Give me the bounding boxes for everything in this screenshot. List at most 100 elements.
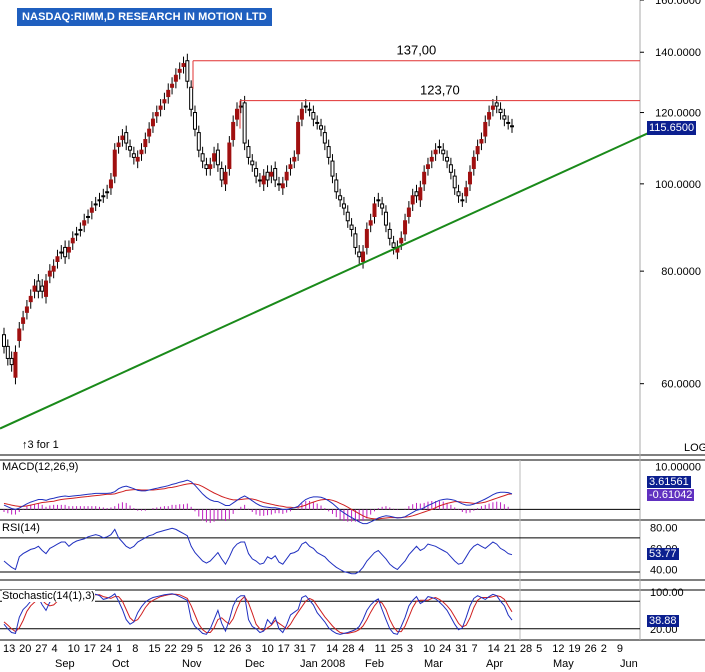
candle-body [326,146,331,158]
candle-body [116,142,121,148]
candle-body [131,153,136,158]
date-tick-label: 22 [165,643,177,655]
month-label: Mar [424,658,443,670]
candle-body [105,191,110,194]
date-tick-label: 17 [278,643,290,655]
date-tick-label: 27 [35,643,47,655]
date-tick-label: 28 [520,643,532,655]
candle-body [173,74,178,82]
log-scale-label: LOG [684,442,705,454]
candle-body [238,105,243,108]
candle-body [192,112,197,130]
candle-body [296,121,301,155]
candle-body [353,233,358,248]
candle-body [154,112,159,117]
candle-body [246,146,251,158]
candle-body [223,171,228,185]
candle-body [63,246,68,258]
rsi-line [3,527,513,575]
candle-body [483,121,488,137]
date-tick-label: 3 [407,643,413,655]
date-tick-label: 4 [51,643,57,655]
candle-body [319,125,324,130]
candle-body [299,108,304,120]
candle-body [231,121,236,141]
candle-body [250,160,255,166]
candle-body [425,164,430,170]
candle-body [422,171,427,185]
candle-body [40,285,45,292]
rsi-tick-label: 40.00 [650,564,678,576]
candle-body [433,149,438,155]
candle-body [292,156,297,162]
candle-body [242,102,247,144]
candle-body [429,156,434,162]
rsi-value-badge: 53.77 [647,548,679,560]
candle-body [410,195,415,205]
date-tick-label: 19 [568,643,580,655]
date-tick-label: 17 [84,643,96,655]
candle-body [307,108,312,111]
date-tick-label: 13 [3,643,15,655]
date-tick-label: 24 [439,643,451,655]
candle-body [315,121,320,124]
candle-body [445,156,450,162]
candle-body [494,102,499,107]
candle-body [399,237,404,244]
month-label: Oct [112,658,129,670]
candle-body [51,265,56,272]
candle-body [204,164,209,170]
candle-body [254,168,259,177]
date-tick-label: 14 [488,643,500,655]
rsi-label: RSI(14) [2,522,40,534]
price-candles [2,53,514,385]
date-tick-label: 1 [116,643,122,655]
candle-body [212,153,217,162]
grid-layer [0,0,705,641]
level-label: 137,00 [397,43,437,58]
candle-body [341,203,346,209]
candle-body [506,121,511,124]
date-tick-label: 15 [148,643,160,655]
date-tick-label: 24 [100,643,112,655]
support-trendline [0,131,651,430]
candle-body [345,211,350,222]
candle-body [17,328,22,342]
candle-body [357,251,362,258]
date-tick-label: 28 [342,643,354,655]
date-tick-label: 14 [326,643,338,655]
candle-body [471,156,476,170]
candle-body [32,285,37,292]
candle-body [490,105,495,110]
candle-body [66,246,71,253]
date-tick-label: 5 [197,643,203,655]
candle-body [311,112,316,120]
candle-body [143,139,148,148]
candle-body [185,60,190,82]
candle-body [414,191,419,197]
candle-body [139,149,144,155]
level-label: 123,70 [420,83,460,98]
candle-body [124,132,129,144]
candle-body [93,203,98,206]
candle-body [487,112,492,120]
date-tick-label: 26 [229,643,241,655]
stochastic-value-badge: 38.88 [647,615,679,627]
date-tick-label: 8 [132,643,138,655]
candle-body [128,146,133,151]
candle-body [158,105,163,110]
date-tick-label: 10 [423,643,435,655]
month-label: Sep [55,658,75,670]
candle-body [9,357,14,366]
month-label: May [553,658,574,670]
date-tick-label: 12 [552,643,564,655]
date-tick-label: 25 [391,643,403,655]
candle-body [510,125,514,128]
candle-body [196,132,201,151]
chart-title: NASDAQ:RIMM,D RESEARCH IN MOTION LTD [17,8,272,26]
candle-body [59,251,64,254]
stochastic-tick-label: 100.00 [650,587,684,599]
date-tick-label: 7 [471,643,477,655]
candle-body [277,183,282,186]
price-tick-label: 160.0000 [655,0,701,7]
